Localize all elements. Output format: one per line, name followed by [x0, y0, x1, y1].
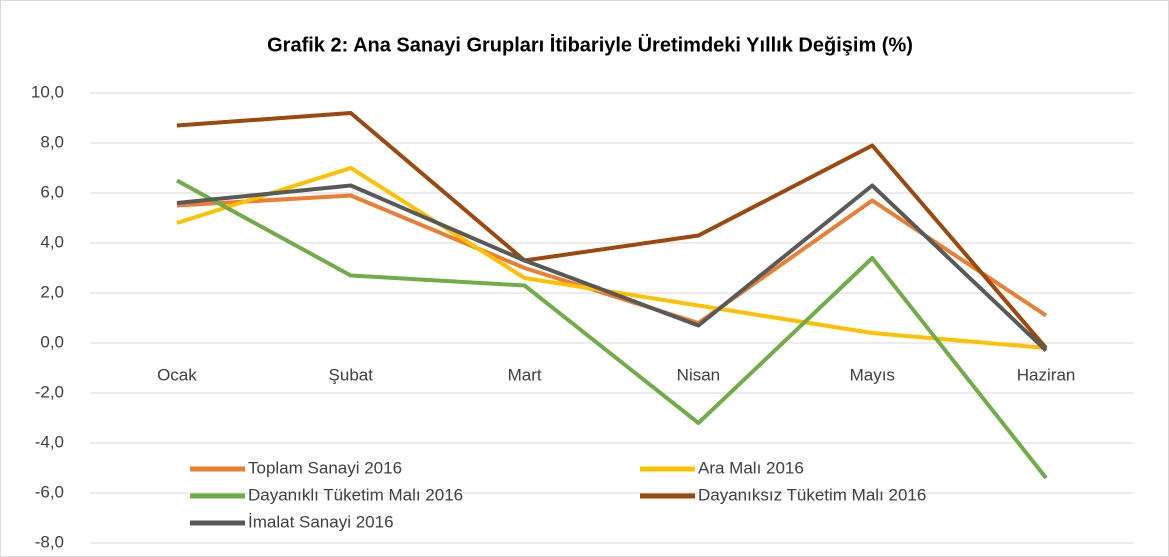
legend-label: Ara Malı 2016 [698, 458, 804, 477]
x-tick-label: Mayıs [850, 365, 895, 384]
y-tick-label: 10,0 [31, 82, 64, 101]
y-tick-label: 4,0 [40, 232, 64, 251]
x-tick-label: Şubat [329, 365, 374, 384]
y-tick-label: 8,0 [40, 132, 64, 151]
y-tick-label: -2,0 [35, 382, 64, 401]
y-tick-label: 6,0 [40, 182, 64, 201]
legend-label: İmalat Sanayi 2016 [248, 512, 394, 531]
legend-label: Dayanıklı Tüketim Malı 2016 [248, 485, 463, 504]
legend-label: Dayanıksız Tüketim Malı 2016 [698, 485, 926, 504]
line-series [175, 178, 1048, 480]
y-tick-label: -6,0 [35, 482, 64, 501]
y-tick-label: -4,0 [35, 432, 64, 451]
x-tick-label: Haziran [1017, 365, 1076, 384]
chart-title: Grafik 2: Ana Sanayi Grupları İtibariyle… [267, 33, 913, 56]
y-tick-label: 2,0 [40, 282, 64, 301]
line-series [176, 193, 1048, 325]
line-series [176, 111, 1048, 350]
x-tick-label: Ocak [157, 365, 197, 384]
y-tick-label: 0,0 [40, 332, 64, 351]
x-tick-label: Nisan [677, 365, 720, 384]
y-tick-label: -8,0 [35, 532, 64, 551]
legend-label: Toplam Sanayi 2016 [248, 458, 402, 477]
x-tick-label: Mart [508, 365, 542, 384]
line-series [176, 183, 1048, 352]
